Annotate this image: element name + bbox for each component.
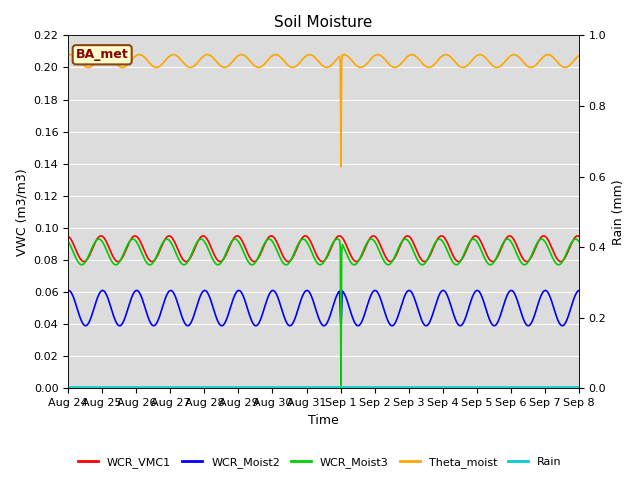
- X-axis label: Time: Time: [308, 414, 339, 427]
- Text: BA_met: BA_met: [76, 48, 129, 61]
- Y-axis label: Rain (mm): Rain (mm): [612, 179, 625, 245]
- Y-axis label: VWC (m3/m3): VWC (m3/m3): [15, 168, 28, 256]
- Legend: WCR_VMC1, WCR_Moist2, WCR_Moist3, Theta_moist, Rain: WCR_VMC1, WCR_Moist2, WCR_Moist3, Theta_…: [74, 452, 566, 472]
- Title: Soil Moisture: Soil Moisture: [275, 15, 372, 30]
